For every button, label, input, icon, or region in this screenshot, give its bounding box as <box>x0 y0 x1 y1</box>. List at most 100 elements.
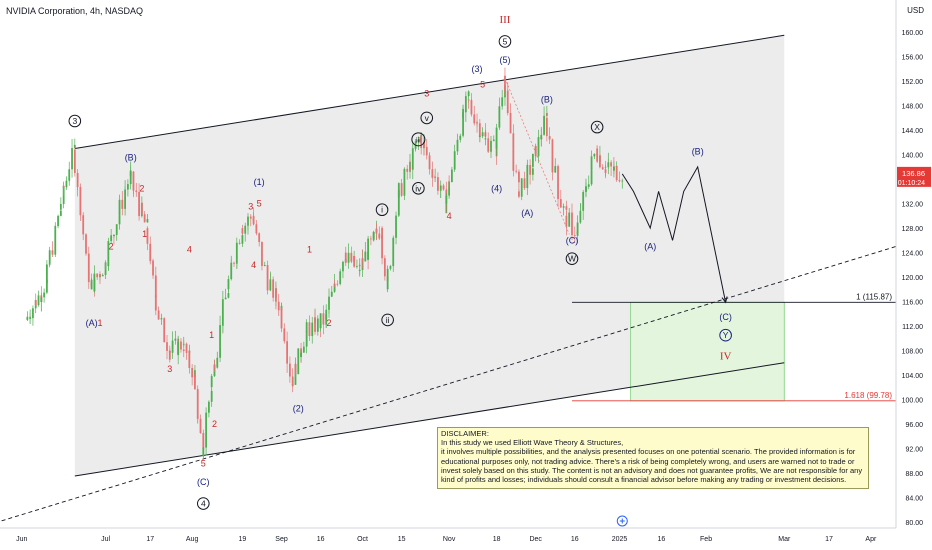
candle-body <box>261 249 263 266</box>
candle-body <box>593 153 596 157</box>
price-tick-label: 140.00 <box>902 153 924 160</box>
candle-body <box>484 138 487 140</box>
candle-body <box>252 215 255 225</box>
candle-body <box>512 148 515 171</box>
candle-body <box>107 241 110 262</box>
candle-body <box>166 342 168 351</box>
wave-label-circle <box>68 114 82 128</box>
wave-connector <box>504 78 570 235</box>
candle-body <box>515 170 518 172</box>
candle-body <box>347 252 350 257</box>
candle-body <box>266 277 269 291</box>
candle-body <box>216 357 219 368</box>
candle-body <box>138 191 140 204</box>
candle-body <box>367 238 370 260</box>
candle-body <box>233 262 235 264</box>
price-tick-label: 148.00 <box>902 104 924 111</box>
candle-body <box>210 376 213 388</box>
candle-body <box>319 313 322 329</box>
countdown-label: 01:10:24 <box>898 180 925 187</box>
candle-body <box>601 167 604 170</box>
candle-body <box>199 418 202 433</box>
price-tick-label: 160.00 <box>902 30 924 37</box>
candle-body <box>182 343 185 345</box>
candle-body <box>557 166 559 186</box>
candle-body <box>269 279 272 281</box>
candle-body <box>230 265 233 280</box>
wave-label: 4 <box>201 499 206 509</box>
wave-label: 1 <box>307 245 312 255</box>
candle-body <box>559 202 562 208</box>
candle-body <box>54 229 57 255</box>
candle-body <box>506 96 509 114</box>
candle-body <box>154 295 157 311</box>
wave-label: 1 <box>209 330 214 340</box>
candle-body <box>464 96 467 113</box>
candle-body <box>462 112 464 118</box>
candle-body <box>101 274 104 277</box>
candle-body <box>76 173 79 184</box>
candle-body <box>171 340 174 350</box>
wave-label-circle <box>197 497 210 510</box>
candle-body <box>381 228 383 259</box>
candle-body <box>554 166 557 173</box>
candle-body <box>210 390 213 402</box>
candle-body <box>255 231 258 234</box>
candle-body <box>135 190 138 192</box>
candle-body <box>571 218 573 236</box>
candle-body <box>462 108 464 136</box>
candle-body <box>121 199 124 209</box>
price-tick-label: 104.00 <box>902 373 924 380</box>
time-tick-label: 2025 <box>612 536 628 543</box>
candle-body <box>238 242 241 244</box>
wave-label: (4) <box>491 183 502 193</box>
candle-body <box>610 162 613 167</box>
candle-body <box>417 139 420 142</box>
disclaimer-box: DISCLAIMER: In this study we used Elliot… <box>437 427 869 489</box>
candle-body <box>369 238 372 240</box>
candle-body <box>37 295 40 306</box>
symbol-title[interactable]: NVIDIA Corporation, 4h, NASDAQ <box>6 6 144 16</box>
time-tick-label: 16 <box>657 536 665 543</box>
candle-body <box>353 256 356 267</box>
currency-label[interactable]: USD <box>907 6 924 15</box>
candle-body <box>545 117 548 137</box>
candle-body <box>540 134 543 140</box>
candle-body <box>562 206 565 208</box>
candle-body <box>104 264 107 267</box>
wave-label: 3 <box>248 202 253 212</box>
wave-label: i <box>381 205 383 215</box>
time-tick-label: Nov <box>443 536 456 543</box>
candle-body <box>333 283 336 285</box>
candle-body <box>294 363 297 375</box>
disclaimer-line: it involves multiple possibilities, and … <box>441 447 856 457</box>
wave-label-circle <box>411 132 426 147</box>
candle-body <box>219 325 221 347</box>
candle-body <box>579 211 582 223</box>
wave-label: 3 <box>167 364 172 374</box>
candle-body <box>76 183 79 187</box>
price-tick-label: 116.00 <box>902 300 923 307</box>
candle-body <box>140 202 143 215</box>
candle-body <box>330 291 333 297</box>
candle-body <box>261 241 263 250</box>
candle-body <box>132 171 135 188</box>
candle-body <box>423 141 425 147</box>
candle-body <box>392 245 395 267</box>
candle-body <box>442 185 445 190</box>
candle-body <box>512 133 515 149</box>
time-tick-label: 16 <box>571 536 579 543</box>
candle-body <box>450 169 453 183</box>
candle-body <box>277 301 280 311</box>
candle-body <box>582 191 585 211</box>
candle-body <box>280 307 283 329</box>
candle-body <box>459 135 462 140</box>
candle-body <box>342 261 344 272</box>
candle-body <box>85 234 87 249</box>
wave-label: (B) <box>125 153 137 163</box>
candle-body <box>590 170 593 185</box>
candle-body <box>227 293 230 298</box>
candle-body <box>185 343 188 353</box>
wave-label: 5 <box>480 79 485 89</box>
